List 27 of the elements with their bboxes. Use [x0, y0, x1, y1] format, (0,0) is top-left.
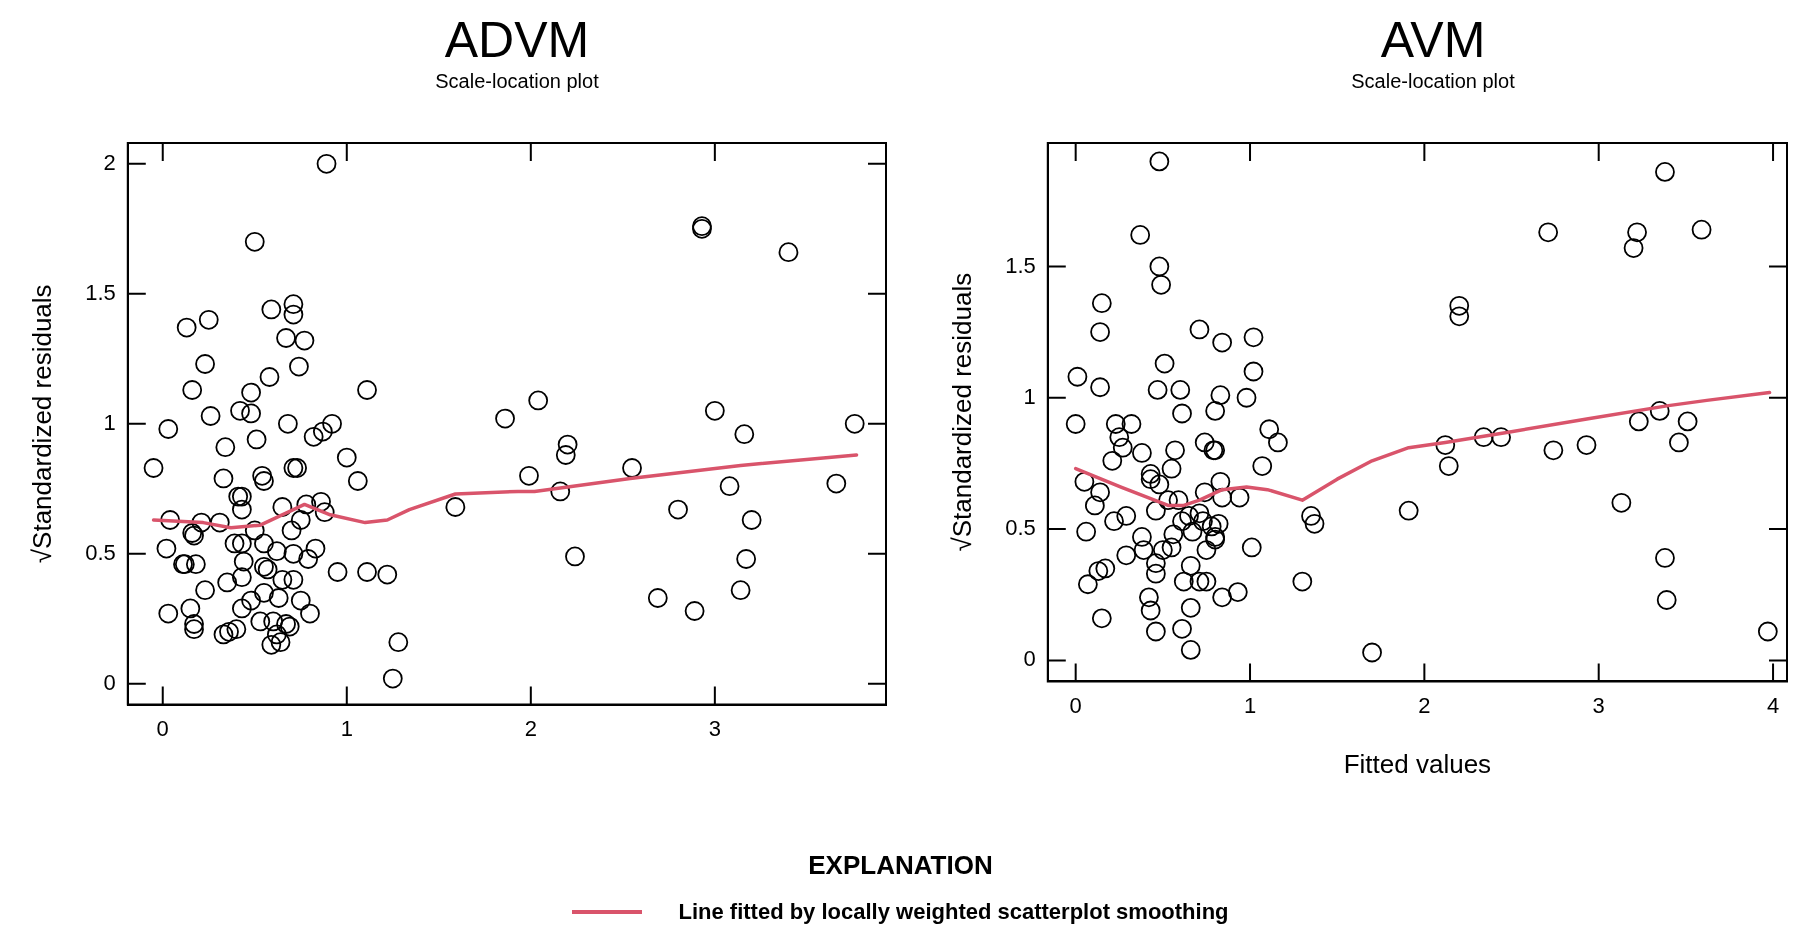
- chart-subtitle: Scale-location plot: [434, 70, 600, 93]
- x-tick-label: 4: [1766, 692, 1780, 718]
- legend-label: Line fitted by locally weighted scatterplot smoothing: [678, 899, 1229, 925]
- x-axis-title: Fitted values: [1343, 748, 1492, 779]
- y-tick-label: 1.5: [85, 279, 116, 305]
- chart-title: AVM: [1379, 12, 1487, 68]
- x-tick-label: 2: [1418, 692, 1431, 718]
- x-tick-label: 0: [1069, 692, 1082, 718]
- chart-subtitle: Scale-location plot: [1350, 70, 1516, 93]
- y-axis-title: √Standardized residuals: [26, 284, 57, 564]
- y-tick-label: 2: [103, 149, 116, 175]
- x-tick-label: 1: [340, 715, 353, 741]
- x-tick-label: 2: [524, 715, 537, 741]
- y-tick-label: 0.5: [1005, 515, 1036, 541]
- y-tick-label: 0.5: [85, 539, 116, 565]
- x-tick-label: 0: [156, 715, 169, 741]
- chart-title: ADVM: [443, 12, 591, 68]
- y-tick-label: 1: [103, 409, 116, 435]
- y-axis-title: √Standardized residuals: [946, 272, 977, 552]
- x-tick-label: 3: [1592, 692, 1605, 718]
- legend-title: EXPLANATION: [807, 850, 994, 881]
- y-tick-label: 0: [103, 669, 116, 695]
- x-tick-label: 1: [1243, 692, 1257, 718]
- y-tick-label: 1: [1023, 383, 1036, 409]
- x-tick-label: 3: [708, 715, 721, 741]
- y-tick-label: 1.5: [1005, 252, 1036, 278]
- y-tick-label: 0: [1023, 646, 1036, 672]
